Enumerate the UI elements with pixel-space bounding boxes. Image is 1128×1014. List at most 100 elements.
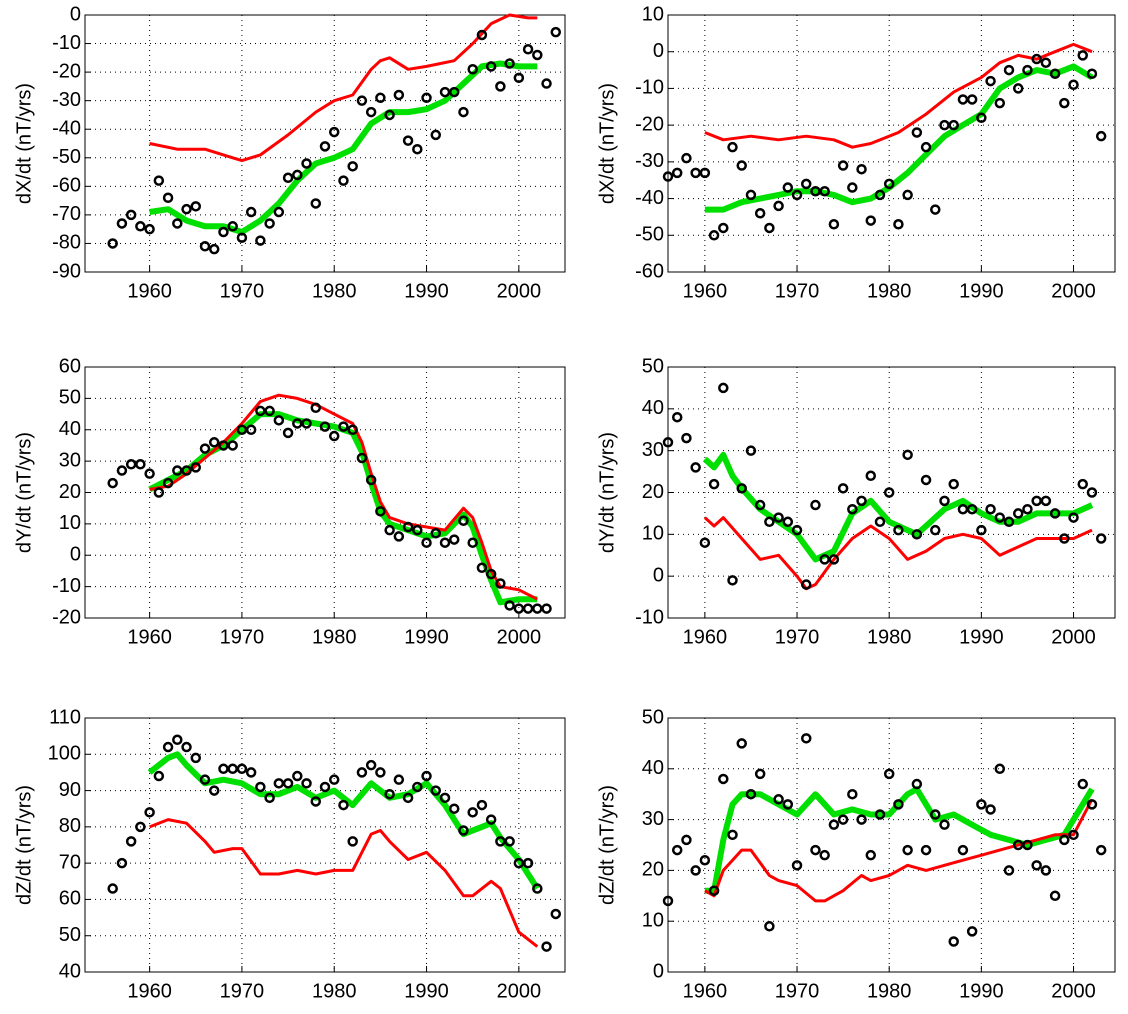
y-tick-label: -10 <box>635 77 664 99</box>
observation-point <box>782 182 794 193</box>
observation-point <box>301 418 312 429</box>
x-tick-label: 1980 <box>312 626 357 648</box>
observation-point <box>412 524 423 536</box>
observation-point <box>116 218 128 229</box>
y-axis-label: dY/dt (nT/yrs) <box>13 432 35 553</box>
observation-point <box>708 885 720 896</box>
observation-point <box>172 465 183 476</box>
x-tick-label: 1960 <box>127 980 172 1002</box>
observation-point <box>718 773 729 785</box>
observation-point <box>236 763 248 775</box>
axes-frame <box>667 14 1116 273</box>
observation-point <box>245 206 257 218</box>
observation-point <box>328 126 340 138</box>
axes-frame <box>667 366 1116 619</box>
observation-point <box>384 788 395 800</box>
y-tick-label: -20 <box>635 113 664 135</box>
observation-point <box>218 763 229 775</box>
observation-point <box>532 603 543 614</box>
observation-point <box>920 141 932 153</box>
observation-point <box>282 427 294 439</box>
observation-point <box>837 483 849 494</box>
observation-point <box>190 462 202 473</box>
observation-point <box>532 49 543 61</box>
observation-point <box>144 807 155 818</box>
observation-point <box>736 160 747 171</box>
observation-point <box>347 424 358 435</box>
observation-point <box>800 733 812 744</box>
observation-point <box>301 778 312 789</box>
model-line <box>149 818 539 948</box>
observation-point <box>458 515 469 526</box>
observation-point <box>476 29 488 41</box>
observation-point <box>181 465 192 476</box>
observation-point <box>893 219 904 230</box>
x-tick-label: 2000 <box>497 280 542 302</box>
observation-point <box>458 825 469 836</box>
y-tick-label: 10 <box>642 3 664 25</box>
observation-point <box>421 537 432 548</box>
observation-point <box>966 503 978 515</box>
observation-point <box>162 192 174 204</box>
y-tick-label: 110 <box>49 706 81 728</box>
y-tick-label: -70 <box>52 203 81 225</box>
y-axis-label: dZ/dt (nT/yrs) <box>596 785 618 905</box>
model-line <box>702 451 1094 563</box>
observation-point <box>966 926 978 937</box>
observation-point <box>439 537 451 548</box>
observation-point <box>208 243 220 255</box>
observation-point <box>218 226 229 238</box>
y-tick-label: 20 <box>642 859 664 881</box>
observation-point <box>421 770 432 782</box>
observation-point <box>365 106 377 118</box>
observation-point <box>699 537 711 548</box>
x-tick-label: 1960 <box>683 626 728 648</box>
x-tick-label: 2000 <box>1051 280 1096 302</box>
observation-point <box>902 449 913 461</box>
observation-point <box>365 474 377 486</box>
observation-point <box>292 418 303 429</box>
observation-point <box>1003 64 1015 76</box>
observation-point <box>144 468 155 479</box>
observation-point <box>162 741 174 753</box>
x-tick-label: 2000 <box>1051 980 1096 1002</box>
x-tick-label: 1960 <box>683 980 728 1002</box>
x-tick-label: 1990 <box>959 280 1004 302</box>
observation-point <box>172 734 183 746</box>
observation-point <box>328 774 340 785</box>
x-tick-label: 1970 <box>775 626 820 648</box>
x-tick-label: 2000 <box>497 626 542 648</box>
observation-point <box>1012 83 1024 94</box>
observation-point <box>800 579 812 590</box>
observation-point <box>948 119 959 131</box>
y-tick-label: 0 <box>653 564 664 586</box>
observation-point <box>467 537 478 548</box>
x-tick-label: 1990 <box>959 626 1004 648</box>
observation-point <box>957 94 969 105</box>
observation-point <box>282 172 294 184</box>
observation-point <box>421 92 432 104</box>
y-axis-label: dX/dt (nT/yrs) <box>596 83 618 204</box>
observation-point <box>1086 799 1098 810</box>
observation-point <box>199 443 211 454</box>
observation-point <box>902 844 913 856</box>
observation-point <box>199 241 211 252</box>
observation-point <box>467 64 478 75</box>
observation-point <box>107 238 118 249</box>
observation-point <box>227 763 238 775</box>
observation-point <box>384 109 395 121</box>
observation-point <box>310 402 322 414</box>
observation-point <box>681 432 692 444</box>
y-axis-label: dX/dt (nT/yrs) <box>13 83 35 204</box>
y-tick-label: -40 <box>52 118 81 140</box>
observation-point <box>181 203 192 215</box>
observation-point <box>135 221 146 232</box>
observation-point <box>402 135 414 146</box>
observation-point <box>994 512 1006 523</box>
observation-point <box>671 844 683 856</box>
observation-point <box>957 503 969 515</box>
observation-point <box>1068 512 1079 523</box>
observation-point <box>976 112 987 124</box>
observation-point <box>745 445 757 456</box>
observation-point <box>727 829 738 841</box>
